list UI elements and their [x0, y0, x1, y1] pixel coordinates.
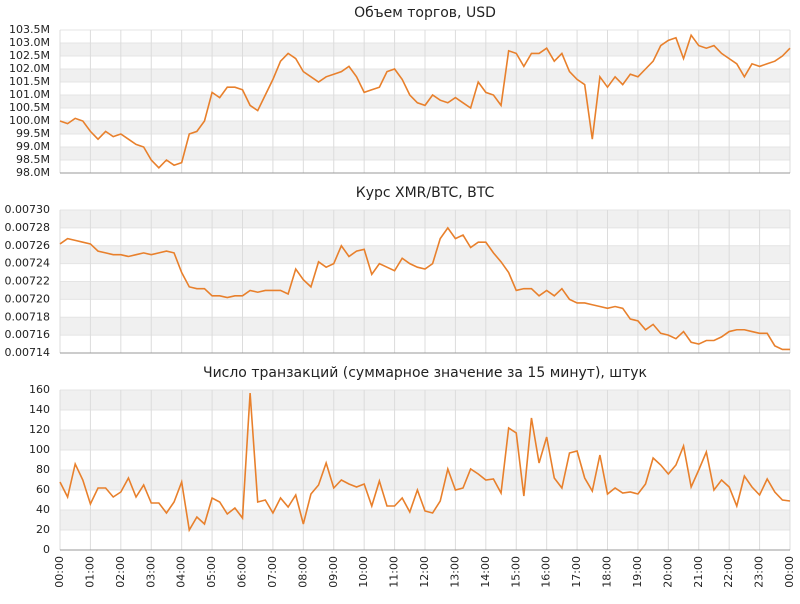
line: [59, 33, 791, 169]
x-tick-label: 04:00: [175, 556, 188, 588]
x-tick-label: 18:00: [601, 556, 614, 588]
y-tick-label: 160: [29, 383, 50, 396]
x-tick-label: 22:00: [722, 556, 735, 588]
x-tick-label: 00:00: [783, 556, 796, 588]
x-tick-label: 15:00: [509, 556, 522, 588]
x-tick-label: 13:00: [448, 556, 461, 588]
y-tick-label: 0.00718: [5, 310, 51, 323]
y-tick-label: 0.00714: [5, 346, 51, 359]
line: [59, 226, 790, 351]
y-tick-label: 20: [36, 523, 50, 536]
x-tick-label: 09:00: [327, 556, 340, 588]
y-tick-label: 0.00724: [5, 257, 51, 270]
x-tick-label: 03:00: [144, 556, 157, 588]
y-tick-label: 80: [36, 463, 50, 476]
x-tick-label: 08:00: [296, 556, 309, 588]
y-tick-label: 100: [29, 443, 50, 456]
chart-title: Курс XMR/BTC, BTC: [356, 185, 495, 201]
x-tick-label: 05:00: [205, 556, 218, 588]
y-tick-label: 0.00716: [5, 328, 51, 341]
x-tick-label: 19:00: [631, 556, 644, 588]
line: [59, 392, 791, 533]
x-tick-label: 20:00: [661, 556, 674, 588]
y-tick-label: 99.0M: [16, 140, 50, 153]
y-tick-label: 98.5M: [16, 153, 50, 166]
chart-title: Объем торгов, USD: [354, 5, 496, 21]
y-tick-label: 99.5M: [16, 127, 50, 140]
x-tick-label: 14:00: [479, 556, 492, 588]
y-tick-label: 98.0M: [16, 166, 50, 179]
y-tick-label: 103.5M: [9, 23, 50, 36]
y-tick-label: 140: [29, 403, 50, 416]
chart-title: Число транзакций (суммарное значение за …: [203, 365, 647, 381]
x-tick-label: 06:00: [236, 556, 249, 588]
y-tick-label: 0: [43, 543, 50, 556]
y-tick-label: 0.00730: [5, 203, 51, 216]
x-tick-label: 10:00: [357, 556, 370, 588]
x-tick-label: 17:00: [570, 556, 583, 588]
y-tick-label: 0.00726: [5, 239, 51, 252]
y-tick-label: 100.0M: [9, 114, 50, 127]
y-tick-label: 102.5M: [9, 49, 50, 62]
y-tick-label: 40: [36, 503, 50, 516]
y-tick-label: 100.5M: [9, 101, 50, 114]
x-tick-label: 07:00: [266, 556, 279, 588]
y-tick-label: 0.00728: [5, 221, 51, 234]
x-tick-label: 21:00: [692, 556, 705, 588]
y-tick-label: 0.00722: [5, 275, 51, 288]
x-tick-label: 16:00: [540, 556, 553, 588]
y-tick-label: 0.00720: [5, 292, 51, 305]
x-tick-label: 02:00: [114, 556, 127, 588]
x-tick-label: 11:00: [388, 556, 401, 588]
y-tick-label: 101.0M: [9, 88, 50, 101]
x-tick-label: 23:00: [753, 556, 766, 588]
x-tick-label: 01:00: [83, 556, 96, 588]
x-tick-label: 12:00: [418, 556, 431, 588]
y-tick-label: 101.5M: [9, 75, 50, 88]
y-tick-label: 102.0M: [9, 62, 50, 75]
y-tick-label: 60: [36, 483, 50, 496]
y-tick-label: 103.0M: [9, 36, 50, 49]
x-tick-label: 00:00: [53, 556, 66, 588]
y-tick-label: 120: [29, 423, 50, 436]
